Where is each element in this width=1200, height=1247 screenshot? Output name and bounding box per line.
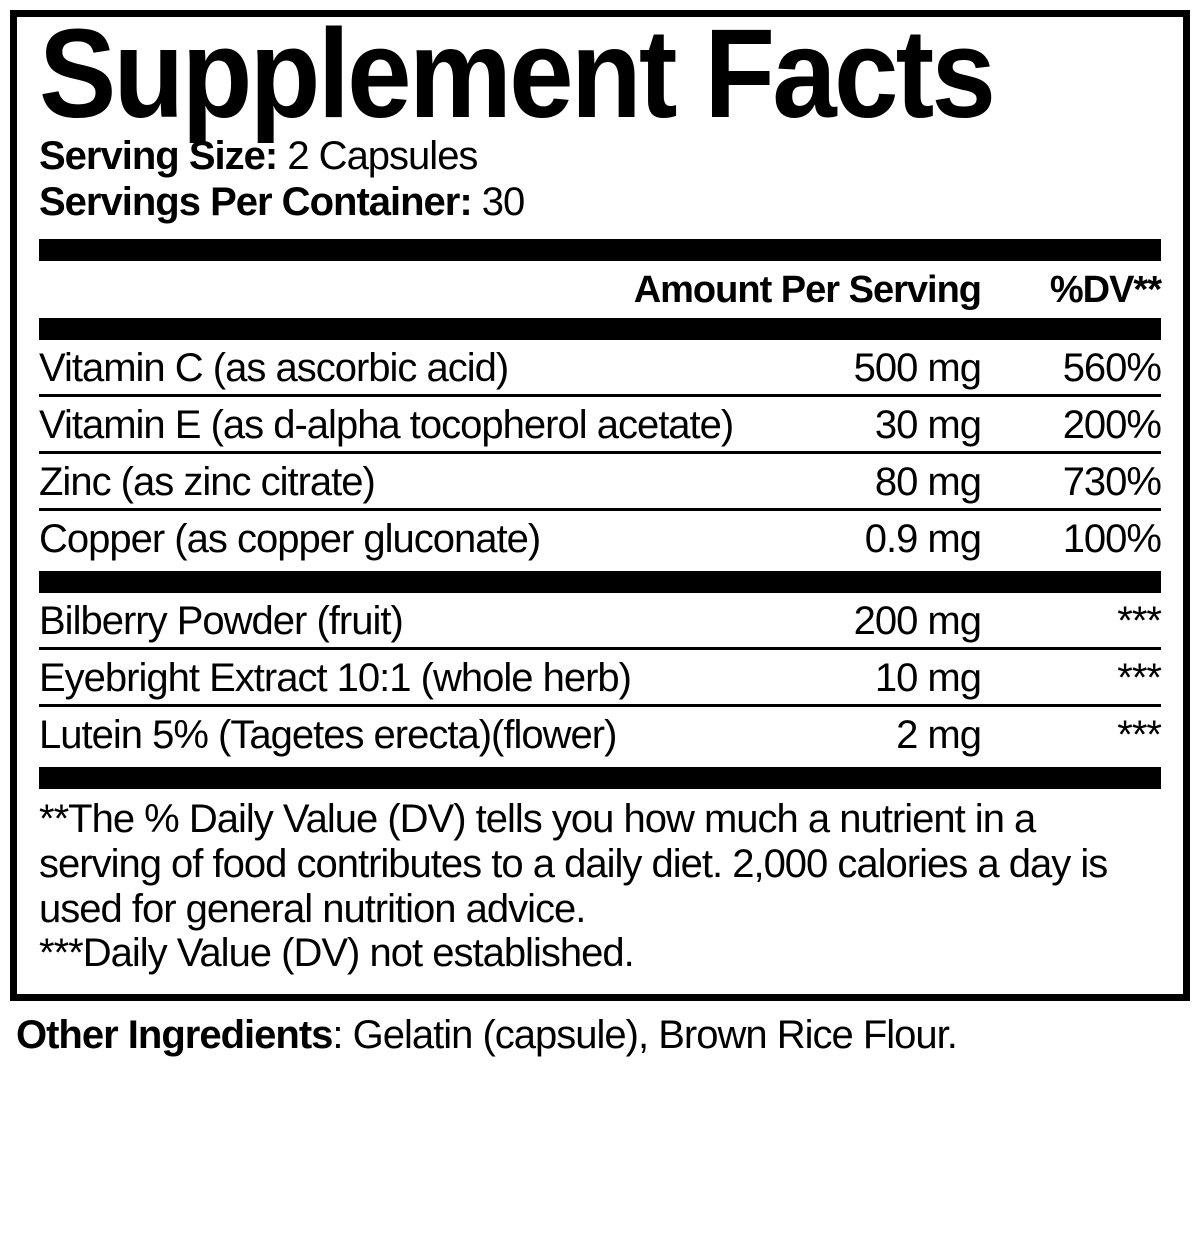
ingredient-amount: 500 mg (751, 346, 981, 390)
other-ingredients: Other Ingredients: Gelatin (capsule), Br… (0, 1011, 1200, 1077)
serving-info: Serving Size: 2 Capsules Servings Per Co… (39, 133, 1161, 225)
table-row: Copper (as copper gluconate) 0.9 mg 100% (39, 508, 1161, 565)
ingredient-name: Eyebright Extract 10:1 (whole herb) (39, 656, 751, 700)
table-row: Eyebright Extract 10:1 (whole herb) 10 m… (39, 647, 1161, 704)
ingredient-dv: 560% (981, 346, 1161, 390)
other-ingredients-label: Other Ingredients (16, 1013, 332, 1057)
ingredient-name: Lutein 5% (Tagetes erecta)(flower) (39, 713, 751, 757)
divider-bar (39, 239, 1161, 261)
ingredient-dv: 730% (981, 460, 1161, 504)
ingredient-name: Vitamin C (as ascorbic acid) (39, 346, 751, 390)
divider-bar (39, 767, 1161, 789)
table-row: Vitamin C (as ascorbic acid) 500 mg 560% (39, 340, 1161, 394)
footnotes: **The % Daily Value (DV) tells you how m… (39, 789, 1161, 986)
ingredient-amount: 80 mg (751, 460, 981, 504)
table-row: Lutein 5% (Tagetes erecta)(flower) 2 mg … (39, 704, 1161, 761)
ingredient-name: Copper (as copper gluconate) (39, 517, 751, 561)
ingredient-amount: 2 mg (751, 713, 981, 757)
ingredient-name: Bilberry Powder (fruit) (39, 599, 751, 643)
ingredient-amount: 10 mg (751, 656, 981, 700)
servings-per-container-label: Servings Per Container: (39, 180, 472, 224)
table-row: Bilberry Powder (fruit) 200 mg *** (39, 593, 1161, 647)
ingredient-dv: *** (981, 599, 1161, 643)
ingredient-dv: *** (981, 656, 1161, 700)
footnote-not-established: ***Daily Value (DV) not established. (39, 931, 1161, 976)
divider-bar (39, 318, 1161, 340)
servings-per-container-value: 30 (472, 180, 525, 224)
ingredient-amount: 0.9 mg (751, 517, 981, 561)
table-header: Amount Per Serving %DV** (39, 267, 1161, 318)
table-row: Vitamin E (as d-alpha tocopherol acetate… (39, 394, 1161, 451)
ingredient-name: Vitamin E (as d-alpha tocopherol acetate… (39, 403, 751, 447)
supplement-facts-panel: Supplement Facts Serving Size: 2 Capsule… (10, 10, 1190, 1001)
ingredient-amount: 30 mg (751, 403, 981, 447)
ingredient-name: Zinc (as zinc citrate) (39, 460, 751, 504)
ingredient-dv: *** (981, 713, 1161, 757)
table-row: Zinc (as zinc citrate) 80 mg 730% (39, 451, 1161, 508)
ingredient-amount: 200 mg (751, 599, 981, 643)
ingredient-dv: 200% (981, 403, 1161, 447)
footnote-dv: **The % Daily Value (DV) tells you how m… (39, 797, 1161, 931)
ingredient-dv: 100% (981, 517, 1161, 561)
divider-bar (39, 571, 1161, 593)
header-amount: Amount Per Serving (601, 269, 981, 312)
other-ingredients-value: : Gelatin (capsule), Brown Rice Flour. (332, 1013, 956, 1057)
panel-title: Supplement Facts (39, 11, 1071, 137)
header-dv: %DV** (981, 269, 1161, 312)
